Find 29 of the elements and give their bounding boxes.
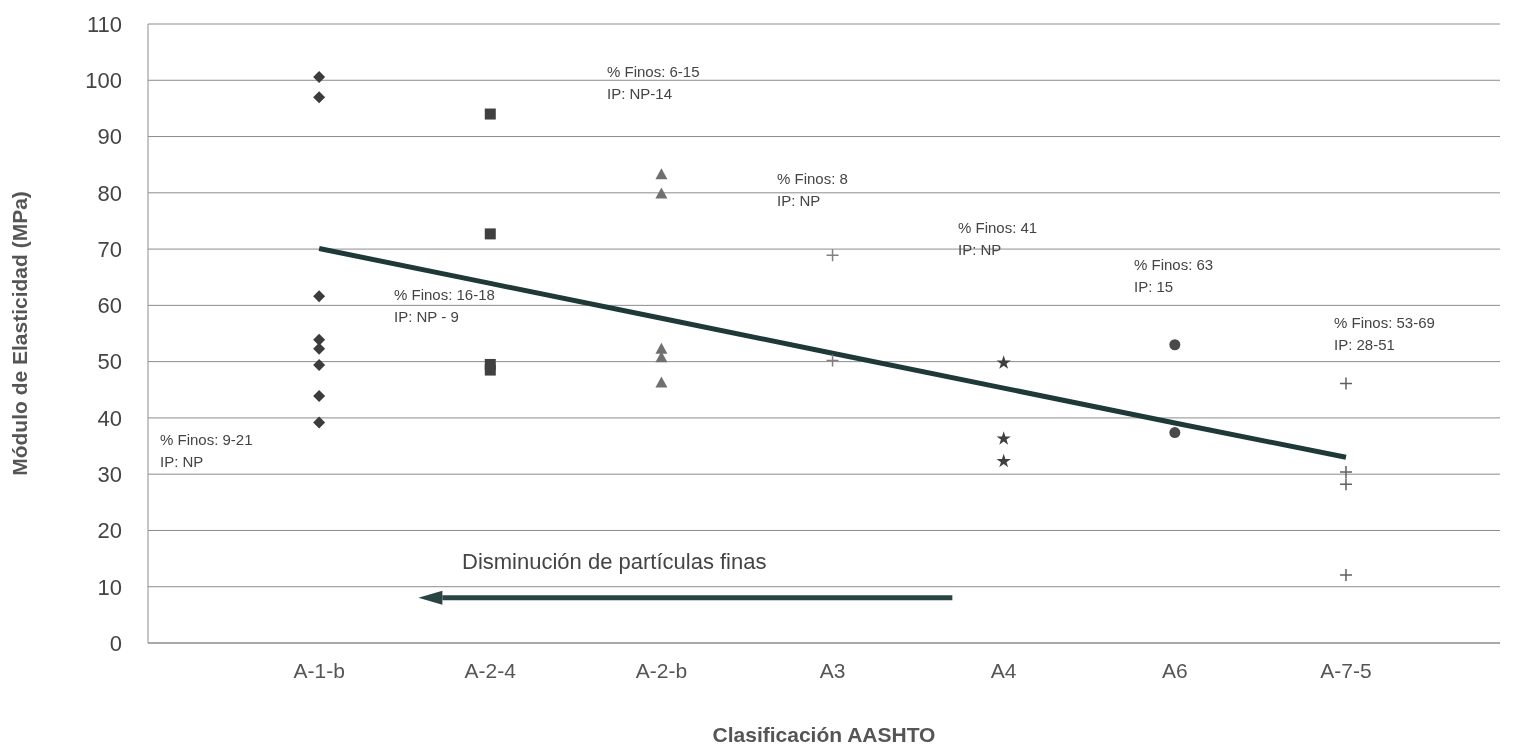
- y-tick-label: 10: [97, 574, 122, 600]
- y-tick-label: 50: [97, 349, 122, 375]
- annotation: Disminución de partículas finas: [462, 548, 767, 574]
- x-tick-label: A-7-5: [1320, 658, 1372, 682]
- annotation: % Finos: 16-18 IP: NP - 9: [394, 285, 495, 325]
- y-axis-title: Módulo de Elasticidad (MPa): [8, 191, 32, 476]
- annotation: % Finos: 41 IP: NP: [958, 218, 1038, 258]
- y-tick-label: 70: [97, 236, 122, 262]
- x-tick-label: A-1-b: [293, 658, 345, 682]
- y-tick-label: 100: [85, 68, 122, 94]
- x-tick-label: A3: [819, 658, 846, 682]
- y-tick-label: 80: [97, 180, 122, 206]
- annotation: % Finos: 8 IP: NP: [777, 169, 848, 209]
- y-tick-label: 110: [86, 11, 122, 37]
- x-axis-title: Clasificación AASHTO: [712, 723, 936, 746]
- annotation: % Finos: 6-15 IP: NP-14: [607, 62, 700, 102]
- y-tick-label: 30: [97, 461, 122, 487]
- y-tick-label: 0: [109, 630, 122, 656]
- x-tick-label: A-2-4: [464, 658, 517, 682]
- annotation: % Finos: 53-69 IP: 28-51: [1334, 313, 1435, 353]
- y-tick-label: 20: [97, 518, 122, 544]
- y-tick-label: 90: [97, 124, 122, 150]
- annotation: % Finos: 9-21 IP: NP: [160, 430, 253, 470]
- y-tick-label: 40: [97, 405, 122, 431]
- annotation: % Finos: 63 IP: 15: [1134, 255, 1214, 295]
- x-tick-label: A-2-b: [635, 658, 688, 682]
- x-tick-label: A4: [990, 658, 1017, 682]
- y-tick-label: 60: [97, 293, 122, 319]
- x-tick-label: A6: [1161, 658, 1188, 682]
